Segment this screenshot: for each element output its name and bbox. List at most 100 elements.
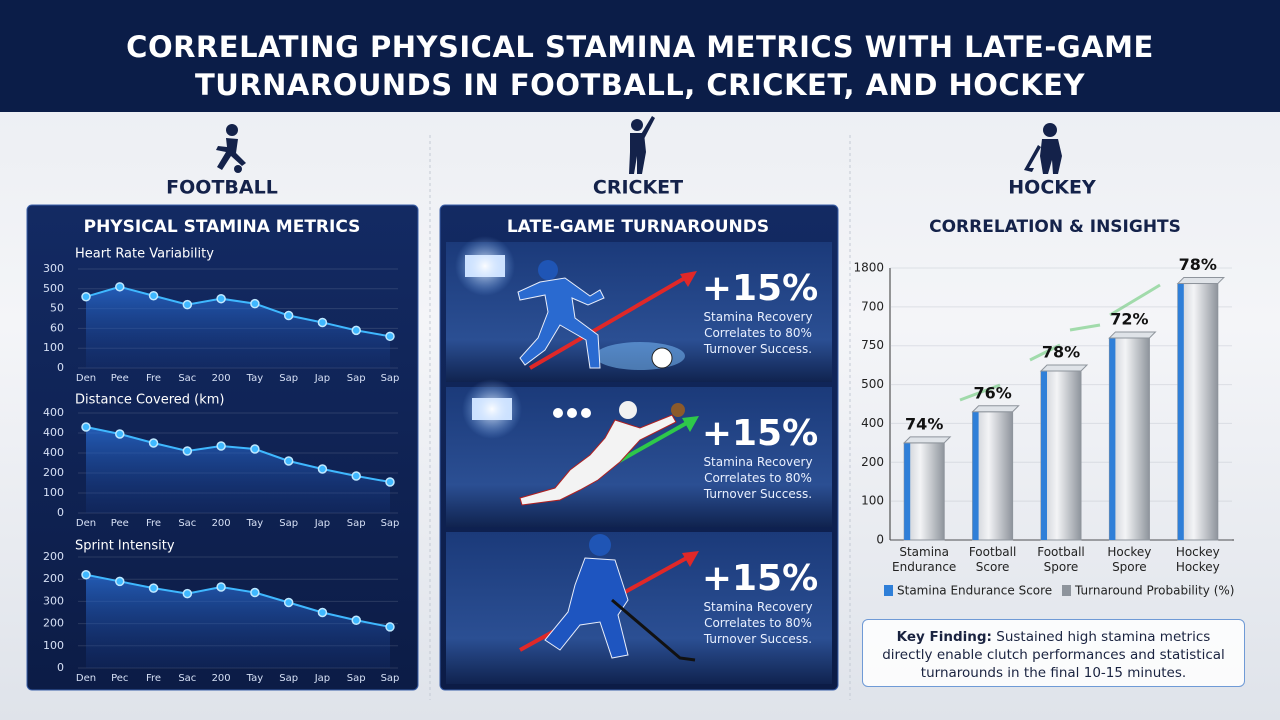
point (148, 438, 159, 448)
x-tick-label: Jap (314, 373, 330, 384)
point (351, 615, 361, 626)
section-title: CRICKET (593, 177, 683, 199)
decoration (651, 347, 673, 369)
bar-top (902, 436, 952, 444)
legend-swatch (1062, 585, 1071, 596)
x-tick-label: Den (76, 673, 96, 684)
line-area (86, 427, 390, 513)
card-text: Stamina Recovery Correlates to 80% Turno… (703, 310, 813, 356)
y-tick-label: 0 (57, 661, 64, 674)
x-tick-label: Sac (178, 673, 196, 684)
point (283, 310, 294, 321)
y-tick-label: 200 (43, 550, 64, 563)
decoration (1043, 123, 1057, 137)
decoration (455, 236, 515, 296)
decoration (611, 598, 696, 662)
hockey-icon (1024, 123, 1062, 174)
bar-accent (1041, 370, 1047, 540)
point (317, 464, 328, 474)
x-tick-label: Fre (146, 373, 161, 384)
section-title: HOCKEY (1008, 177, 1096, 199)
decoration (619, 401, 637, 419)
x-tick-label: Sap (381, 373, 400, 384)
point (385, 477, 395, 487)
bar-top (1039, 364, 1089, 372)
card-text: Stamina Recovery Correlates to 80% Turno… (703, 600, 813, 646)
bar (972, 411, 1014, 541)
point (182, 299, 193, 310)
x-tick-label: Hockey Spore (1107, 545, 1152, 574)
y-tick-label: 200 (43, 572, 64, 585)
x-tick-label: Sac (178, 518, 196, 529)
decoration (553, 408, 563, 418)
headline: +15% (702, 558, 818, 599)
y-tick-label: 1800 (853, 261, 884, 275)
decoration (234, 165, 242, 173)
chart-title: Sprint Intensity (75, 539, 175, 554)
point (385, 331, 395, 342)
x-tick-label: Sap (381, 518, 400, 529)
x-tick-label: Football Spore (1037, 545, 1085, 574)
point (250, 587, 260, 598)
line (85, 285, 391, 338)
point (81, 570, 91, 580)
x-tick-label: Sap (347, 518, 366, 529)
header-bar (0, 0, 1280, 112)
point (385, 622, 395, 632)
legend-swatch (884, 585, 893, 596)
x-tick-label: Tay (246, 518, 264, 529)
bar-annotation: 76% (973, 383, 1011, 402)
point (115, 576, 125, 587)
y-tick-label: 100 (43, 341, 64, 354)
x-tick-label: Fre (146, 518, 161, 529)
x-tick-label: Tay (246, 673, 264, 684)
line (85, 573, 391, 628)
y-tick-label: 200 (861, 455, 884, 469)
point (81, 422, 91, 432)
x-tick-label: Pec (111, 673, 128, 684)
bar-accent (904, 442, 911, 540)
decoration (671, 403, 685, 417)
card-text: Stamina Recovery Correlates to 80% Turno… (703, 455, 813, 501)
y-tick-label: 400 (43, 406, 64, 419)
x-tick-label: Pee (111, 373, 129, 384)
decoration (544, 557, 629, 659)
x-tick-label: Pee (111, 518, 129, 529)
bar-top (1108, 331, 1157, 339)
bar-annotation: 74% (905, 414, 943, 433)
y-tick-label: 500 (43, 282, 64, 295)
cricket-icon (629, 116, 655, 174)
point (182, 588, 193, 599)
x-tick-label: 200 (212, 373, 231, 384)
bar-top (1176, 277, 1226, 285)
decoration (682, 416, 699, 432)
football-icon (216, 124, 246, 173)
bar (1177, 283, 1219, 541)
point (216, 582, 226, 592)
x-tick-label: Den (76, 373, 96, 384)
bar-top (971, 405, 1020, 413)
point (216, 293, 226, 304)
bar (903, 442, 945, 541)
y-tick-label: 400 (43, 446, 64, 459)
bar-annotation: 78% (1042, 342, 1080, 361)
decoration (629, 133, 646, 174)
decoration (226, 124, 238, 136)
headline: +15% (702, 268, 818, 309)
y-tick-label: 100 (861, 494, 884, 508)
decoration (589, 534, 611, 556)
chart-title: Heart Rate Variability (75, 247, 214, 262)
decoration (682, 551, 699, 567)
y-tick-label: 60 (50, 321, 64, 334)
point (250, 444, 260, 454)
legend-label: Stamina Endurance Score (897, 584, 1052, 598)
decoration (1040, 139, 1062, 174)
x-tick-label: Hockey Hockey (1175, 545, 1220, 574)
y-tick-label: 300 (43, 262, 64, 275)
x-tick-label: Sap (279, 373, 298, 384)
x-tick-label: Tay (246, 373, 264, 384)
line-area (86, 286, 390, 368)
y-tick-label: 0 (876, 533, 884, 547)
point (283, 597, 294, 608)
